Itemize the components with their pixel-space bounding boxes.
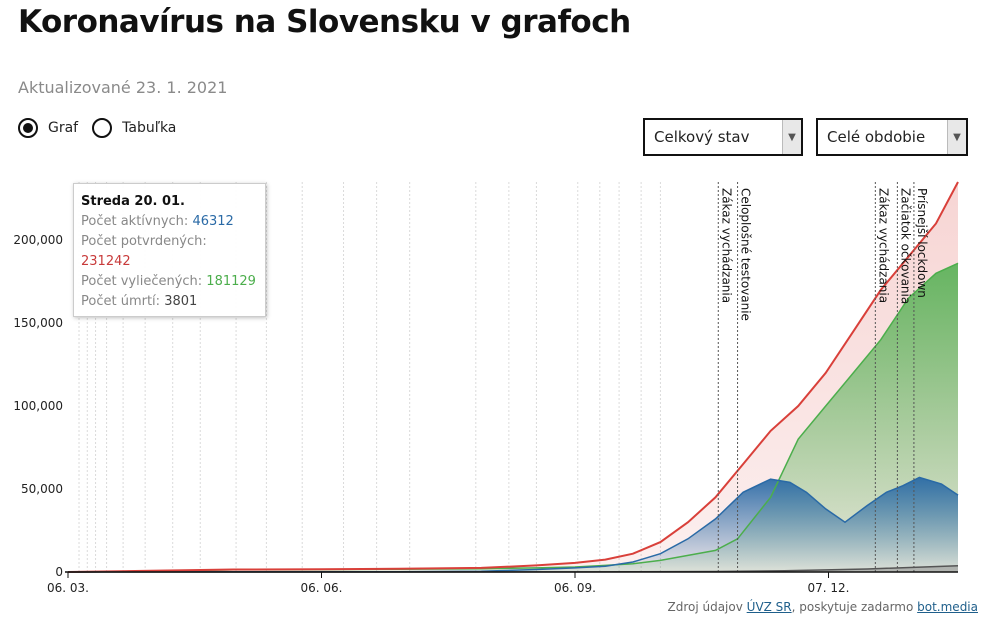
period-select-value: Celé obdobie: [827, 128, 926, 146]
radio-graph[interactable]: Graf: [18, 118, 78, 138]
confirmed-line: [67, 181, 959, 573]
y-tick-label: 50,000: [21, 482, 63, 496]
x-tick-label: 06. 06.: [301, 581, 343, 595]
tooltip-confirmed: Počet potvrdených: 231242: [81, 234, 207, 269]
radio-circle-unchecked: [92, 118, 113, 138]
period-select[interactable]: Celé obdobie ▼: [816, 118, 968, 156]
y-tick-label: 0: [55, 565, 63, 579]
chevron-down-icon: ▼: [782, 120, 801, 154]
covid-area-chart[interactable]: 0 50,000 100,000 150,000 200,000 Zákaz vychád…: [0, 170, 993, 600]
update-date: Aktualizované 23. 1. 2021: [18, 78, 228, 97]
radio-graph-label: Graf: [48, 120, 79, 136]
radio-table-label: Tabuľka: [122, 120, 177, 136]
page-title: Koronavírus na Slovensku v grafoch: [18, 4, 631, 40]
tooltip-active: Počet aktívnych: 46312: [81, 214, 234, 229]
event-label: Začiatok očkovania: [898, 188, 912, 304]
tooltip-deaths: Počet úmrtí: 3801: [81, 294, 198, 309]
y-tick-label: 150,000: [13, 316, 63, 330]
event-label: Celoplošné testovanie: [739, 188, 753, 321]
source-link-uvz[interactable]: ÚVZ SR: [746, 600, 792, 614]
view-toggle: Graf Tabuľka: [18, 118, 190, 138]
tooltip-recovered: Počet vyliečených: 181129: [81, 274, 256, 289]
radio-table[interactable]: Tabuľka: [92, 118, 176, 138]
active-area: [68, 477, 958, 572]
chart-tooltip: Streda 20. 01. Počet aktívnych: 46312 Po…: [73, 183, 266, 317]
metric-select-value: Celkový stav: [654, 128, 750, 146]
x-tick-label: 07. 12.: [808, 581, 850, 595]
event-label: Zákaz vychádzania: [876, 188, 890, 303]
source-note: Zdroj údajov ÚVZ SR, poskytuje zadarmo b…: [667, 600, 978, 614]
chevron-down-icon: ▼: [947, 120, 966, 154]
metric-select[interactable]: Celkový stav ▼: [643, 118, 803, 156]
radio-circle-checked: [18, 118, 38, 138]
y-tick-label: 100,000: [13, 399, 63, 413]
source-link-botmedia[interactable]: bot.media: [917, 600, 978, 614]
event-label: Prísnejší lockdown: [915, 188, 929, 298]
x-tick-label: 06. 03.: [47, 581, 89, 595]
tooltip-date: Streda 20. 01.: [81, 194, 185, 209]
event-label: Zákaz vychádzania: [719, 188, 733, 303]
y-tick-label: 200,000: [13, 233, 63, 247]
x-tick-label: 06. 09.: [554, 581, 596, 595]
